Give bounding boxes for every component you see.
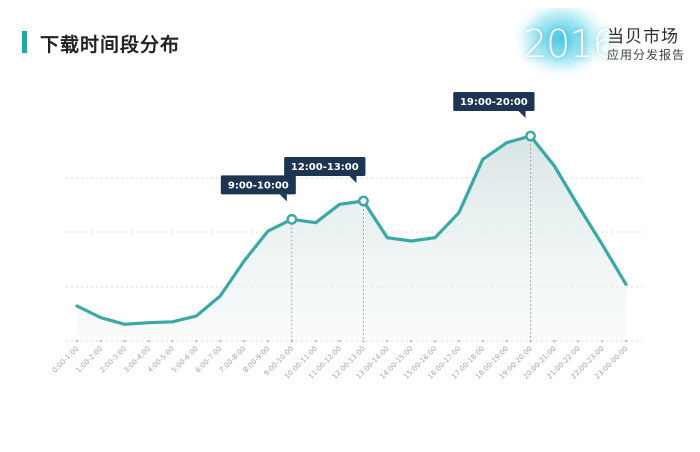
brand-glow xyxy=(515,8,607,76)
callout-label: 9:00-10:00 xyxy=(228,180,289,191)
data-point-marker xyxy=(358,195,369,207)
page-title: 下载时间段分布 xyxy=(40,34,181,56)
callout-box xyxy=(220,175,296,195)
callout-badge: 19:00-20:00 xyxy=(453,92,535,118)
callout-badge: 9:00-10:00 xyxy=(220,175,296,202)
callout-label: 12:00-13:00 xyxy=(291,162,359,173)
brand-logo: 2016 当贝市场 应用分发报告 xyxy=(515,8,695,78)
callout-pointer xyxy=(349,176,357,183)
series-line xyxy=(75,134,628,326)
callout-badge: 12:00-13:00 xyxy=(284,157,366,183)
title-accent-bar xyxy=(22,31,27,53)
callout-box xyxy=(284,157,366,176)
area-fill xyxy=(77,136,626,341)
brand-subtitle: 应用分发报告 xyxy=(607,48,686,62)
brand-name: 当贝市场 xyxy=(607,27,679,47)
callout-box xyxy=(453,92,535,111)
data-point-marker xyxy=(525,130,536,142)
callout-pointer xyxy=(518,111,526,118)
data-point-marker xyxy=(286,213,298,225)
brand-year: 2016 xyxy=(523,22,617,66)
callout-pointer xyxy=(279,194,287,202)
callout-label: 19:00-20:00 xyxy=(460,97,528,108)
